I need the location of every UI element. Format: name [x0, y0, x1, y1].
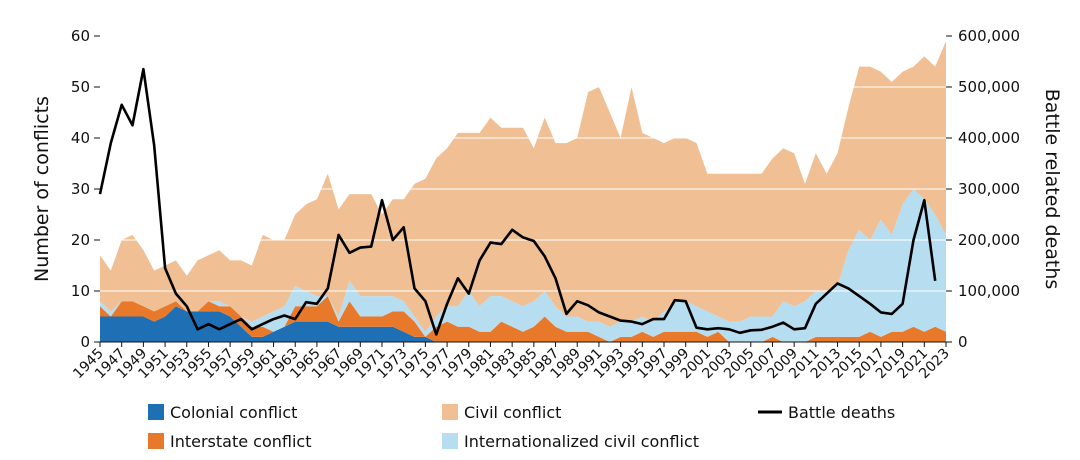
- left-tick-label: 40: [71, 129, 90, 147]
- left-tick-label: 0: [80, 333, 90, 351]
- left-tick-label: 60: [71, 27, 90, 45]
- legend-swatch-civil: [442, 404, 458, 420]
- battle-deaths-line-group: [98, 67, 937, 336]
- right-tick-label: 500,000: [958, 78, 1020, 96]
- area-colonial: [100, 306, 946, 342]
- right-tick-label: 0: [958, 333, 968, 351]
- left-tick-label: 50: [71, 78, 90, 96]
- legend-label-colonial: Colonial conflict: [170, 403, 297, 422]
- gridlines: [100, 35, 946, 292]
- legend-label-civil: Civil conflict: [464, 403, 561, 422]
- right-tick-label: 300,000: [958, 180, 1020, 198]
- legend-label-interstate: Interstate conflict: [170, 432, 312, 451]
- area-civil: [100, 41, 946, 332]
- right-tick-label: 100,000: [958, 282, 1020, 300]
- x-axis-ticks: 1945194719491951195319551957195919611963…: [70, 342, 953, 382]
- area-interstate: [100, 296, 946, 342]
- right-tick-label: 600,000: [958, 27, 1020, 45]
- legend-label-internationalized: Internationalized civil conflict: [464, 432, 699, 451]
- left-tick-label: 20: [71, 231, 90, 249]
- right-axis-title: Battle related deaths: [1041, 89, 1063, 290]
- left-axis-title: Number of conflicts: [31, 96, 53, 282]
- right-tick-label: 200,000: [958, 231, 1020, 249]
- legend-swatch-interstate: [148, 433, 164, 449]
- left-axis-ticks: 0 10 20 30 40 50 60: [71, 27, 100, 351]
- legend-swatch-internationalized: [442, 433, 458, 449]
- battle-deaths-line: [98, 67, 937, 336]
- left-tick-label: 10: [71, 282, 90, 300]
- left-tick-label: 30: [71, 180, 90, 198]
- right-axis-ticks: 0 100,000 200,000 300,000 400,000 500,000 600,…: [946, 27, 1020, 351]
- stacked-areas: [100, 41, 946, 342]
- legend-swatch-colonial: [148, 404, 164, 420]
- right-tick-label: 400,000: [958, 129, 1020, 147]
- legend-label-deaths: Battle deaths: [788, 403, 895, 422]
- legend: Colonial conflict Civil conflict Battle de…: [148, 403, 895, 451]
